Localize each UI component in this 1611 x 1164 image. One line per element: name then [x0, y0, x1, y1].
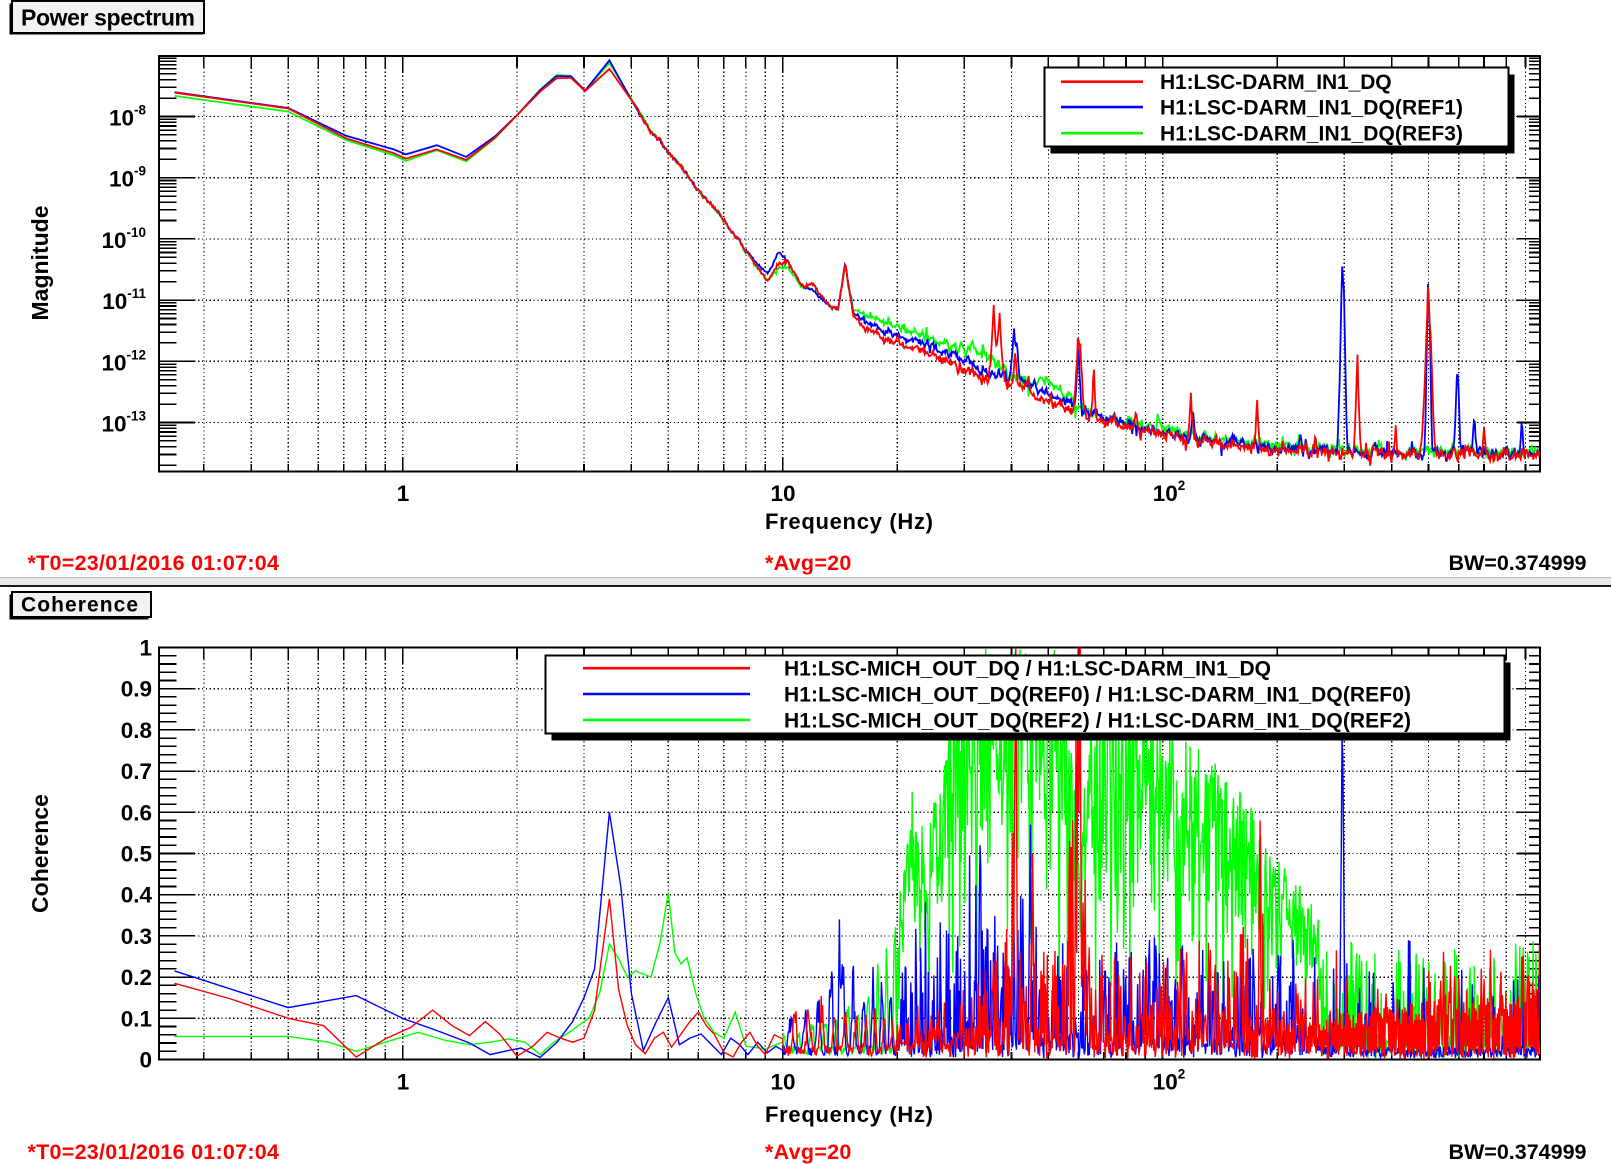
svg-text:H1:LSC-MICH_OUT_DQ / H1:LSC-DA: H1:LSC-MICH_OUT_DQ / H1:LSC-DARM_IN1_DQ — [784, 658, 1271, 681]
svg-text:1: 1 — [397, 481, 410, 506]
svg-text:H1:LSC-MICH_OUT_DQ(REF2) / H1:: H1:LSC-MICH_OUT_DQ(REF2) / H1:LSC-DARM_I… — [784, 709, 1411, 732]
svg-text:BW=0.374999: BW=0.374999 — [1449, 1140, 1587, 1164]
svg-text:0.9: 0.9 — [121, 677, 152, 702]
svg-text:Frequency (Hz): Frequency (Hz) — [765, 1102, 933, 1127]
svg-text:10-8: 10-8 — [109, 103, 147, 131]
svg-text:10: 10 — [770, 1070, 795, 1095]
svg-text:Coherence: Coherence — [21, 594, 138, 617]
svg-text:Power spectrum: Power spectrum — [21, 5, 195, 31]
svg-text:10-9: 10-9 — [109, 164, 146, 192]
svg-text:1: 1 — [139, 636, 152, 661]
svg-text:0.2: 0.2 — [121, 965, 152, 990]
svg-text:0.6: 0.6 — [121, 800, 152, 825]
svg-text:H1:LSC-DARM_IN1_DQ(REF1): H1:LSC-DARM_IN1_DQ(REF1) — [1160, 97, 1463, 120]
svg-text:H1:LSC-DARM_IN1_DQ: H1:LSC-DARM_IN1_DQ — [1160, 71, 1392, 94]
svg-text:0: 0 — [139, 1048, 152, 1073]
svg-text:BW=0.374999: BW=0.374999 — [1449, 551, 1587, 575]
svg-text:10: 10 — [770, 481, 795, 506]
svg-text:0.4: 0.4 — [121, 883, 153, 908]
svg-text:0.8: 0.8 — [121, 718, 152, 743]
svg-text:1: 1 — [397, 1070, 410, 1095]
svg-text:H1:LSC-MICH_OUT_DQ(REF0) / H1:: H1:LSC-MICH_OUT_DQ(REF0) / H1:LSC-DARM_I… — [784, 684, 1411, 707]
svg-text:H1:LSC-DARM_IN1_DQ(REF3): H1:LSC-DARM_IN1_DQ(REF3) — [1160, 123, 1463, 146]
svg-text:0.1: 0.1 — [121, 1006, 152, 1031]
svg-text:Magnitude: Magnitude — [27, 206, 53, 321]
svg-text:Frequency (Hz): Frequency (Hz) — [765, 509, 933, 534]
svg-text:0.3: 0.3 — [121, 924, 152, 949]
svg-text:0.5: 0.5 — [121, 842, 152, 867]
svg-text:*Avg=20: *Avg=20 — [765, 1140, 851, 1164]
svg-text:Coherence: Coherence — [27, 794, 53, 913]
svg-text:*T0=23/01/2016 01:07:04: *T0=23/01/2016 01:07:04 — [28, 1140, 280, 1164]
svg-text:*T0=23/01/2016 01:07:04: *T0=23/01/2016 01:07:04 — [28, 551, 280, 575]
svg-text:0.7: 0.7 — [121, 759, 152, 784]
svg-text:*Avg=20: *Avg=20 — [765, 551, 851, 575]
